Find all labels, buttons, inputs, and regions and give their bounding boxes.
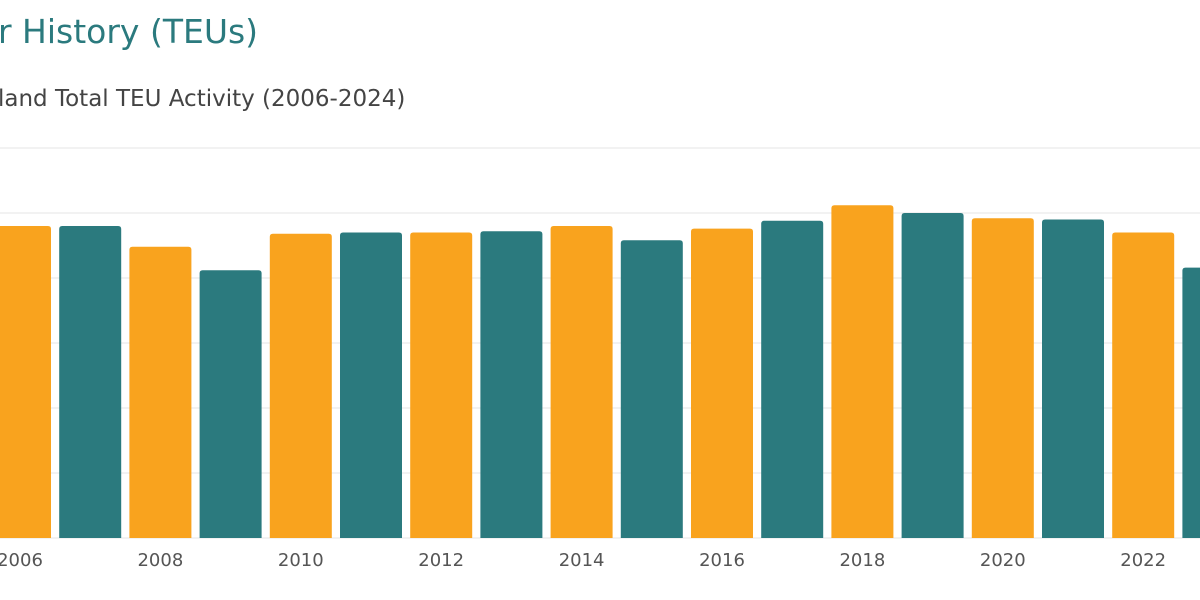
- x-tick-label: 2008: [137, 550, 183, 571]
- x-tick-label: 2018: [839, 550, 885, 571]
- bar-2018: [831, 205, 894, 538]
- bar-2017: [761, 220, 824, 539]
- x-tick-label: 2012: [418, 550, 464, 571]
- bar-2014: [550, 226, 613, 538]
- x-tick-label: 2020: [980, 550, 1026, 571]
- bar-2019: [901, 213, 964, 538]
- bar-2006: [0, 226, 51, 538]
- bar-2010: [269, 233, 332, 539]
- bar-2009: [199, 270, 262, 538]
- x-tick-label: 2014: [559, 550, 605, 571]
- bar-2016: [691, 228, 753, 538]
- chart-subtitle: land Total TEU Activity (2006-2024): [0, 86, 406, 112]
- chart-title: r History (TEUs): [0, 12, 259, 51]
- bar-2007: [59, 226, 122, 538]
- x-tick-label: 2010: [278, 550, 324, 571]
- bars: [0, 205, 1200, 539]
- bar-2023: [1182, 267, 1200, 538]
- bar-2015: [620, 240, 683, 539]
- bar-2013: [480, 231, 543, 538]
- bar-2012: [410, 232, 473, 538]
- x-axis-ticks: 2006 2008 2010 2012 2014 2016 2018 2020 2022: [0, 550, 1166, 571]
- x-tick-label: 2016: [699, 550, 745, 571]
- x-tick-label: 2022: [1120, 550, 1166, 571]
- bar-2022: [1112, 232, 1175, 538]
- x-tick-label: 2006: [0, 550, 43, 571]
- bar-2008: [129, 246, 192, 539]
- bar-2011: [340, 232, 402, 538]
- bar-2020: [971, 218, 1034, 538]
- bar-2021: [1042, 219, 1104, 538]
